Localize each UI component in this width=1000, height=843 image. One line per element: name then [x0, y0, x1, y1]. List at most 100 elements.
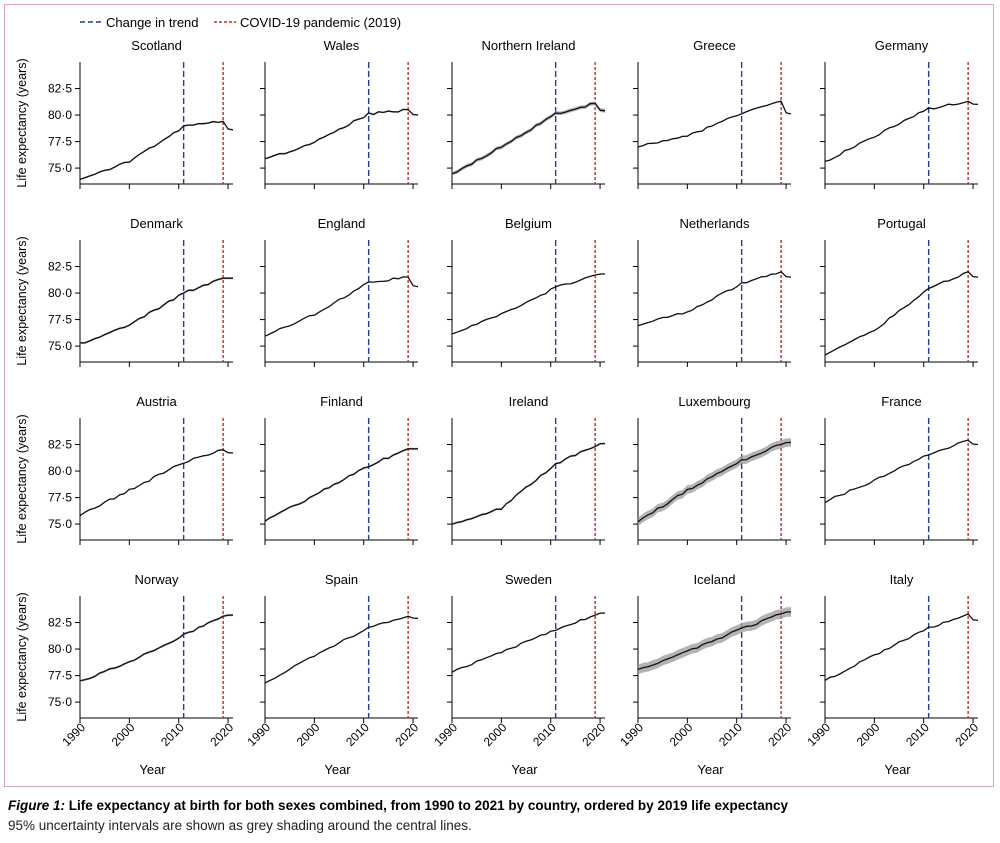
- y-tick-label: 75·0: [48, 517, 72, 531]
- x-tick-label: 2020: [579, 720, 608, 749]
- panel-germany: Germany: [820, 38, 979, 189]
- x-tick-label: 2020: [207, 720, 236, 749]
- figure-frame: [4, 4, 994, 787]
- y-axis-label: Life expectancy (years): [15, 236, 29, 365]
- y-tick-label: 82·5: [48, 260, 72, 274]
- y-tick-label: 80·0: [48, 286, 72, 300]
- panel-title: Denmark: [130, 216, 183, 231]
- panel-austria: Austria 75·0 77·5 80·0 82·5 Life expectancy (…: [15, 394, 234, 545]
- uncertainty-band: [638, 438, 791, 527]
- x-tick-label: 2020: [392, 720, 421, 749]
- y-tick-label: 80·0: [48, 464, 72, 478]
- panel-sweden: Sweden 1990 2000 2010 2020 Year: [431, 572, 608, 777]
- panel-title: Germany: [875, 38, 929, 53]
- panel-denmark: Denmark 75·0 77·5 80·0 82·5 Life expectancy (…: [15, 216, 233, 367]
- y-tick-label: 77·5: [48, 135, 72, 149]
- life-expectancy-line: [824, 100, 979, 162]
- x-tick-label: 1990: [431, 720, 460, 749]
- panel-title: Wales: [324, 38, 360, 53]
- x-tick-label: 2000: [854, 720, 883, 749]
- figure-caption: Figure 1: Life expectancy at birth for b…: [8, 796, 993, 836]
- panel-northern-ireland: Northern Ireland: [447, 38, 606, 189]
- panel-england: England: [260, 216, 419, 367]
- panel-title: Austria: [136, 394, 177, 409]
- life-expectancy-line: [79, 614, 234, 682]
- life-expectancy-line: [451, 273, 606, 335]
- panel-title: Belgium: [505, 216, 552, 231]
- panel-title: France: [881, 394, 921, 409]
- x-tick-label: 2000: [109, 720, 138, 749]
- x-axis-label: Year: [884, 762, 911, 777]
- x-tick-label: 2010: [343, 720, 372, 749]
- panel-title: Iceland: [694, 572, 736, 587]
- life-expectancy-line: [451, 442, 606, 525]
- life-expectancy-line: [451, 102, 606, 175]
- uncertainty-band: [825, 613, 978, 681]
- x-tick-label: 2020: [952, 720, 981, 749]
- panel-title: Ireland: [509, 394, 549, 409]
- life-expectancy-line: [824, 439, 979, 504]
- uncertainty-band: [825, 100, 978, 162]
- y-tick-label: 75·0: [48, 161, 72, 175]
- life-expectancy-line: [637, 611, 792, 671]
- panel-spain: Spain 1990 2000 2010 2020 Year: [244, 572, 421, 777]
- panel-title: Finland: [320, 394, 363, 409]
- panel-title: Norway: [134, 572, 179, 587]
- life-expectancy-line: [637, 100, 792, 148]
- x-axis-label: Year: [697, 762, 724, 777]
- panel-title: Sweden: [505, 572, 552, 587]
- y-tick-label: 82·5: [48, 616, 72, 630]
- life-expectancy-line: [79, 120, 234, 181]
- panel-wales: Wales: [260, 38, 419, 189]
- legend-covid-label: COVID-19 pandemic (2019): [240, 15, 401, 30]
- uncertainty-band: [265, 447, 418, 523]
- y-tick-label: 82·5: [48, 82, 72, 96]
- panel-scotland: Scotland 75·0 77·5 80·0 82·5 Life expectancy …: [15, 38, 234, 189]
- panel-ireland: Ireland: [447, 394, 606, 545]
- panel-france: France: [820, 394, 979, 545]
- y-axis-label: Life expectancy (years): [15, 592, 29, 721]
- uncertainty-band: [265, 615, 418, 684]
- y-tick-label: 77·5: [48, 669, 72, 683]
- y-axis-label: Life expectancy (years): [15, 414, 29, 543]
- life-expectancy-line: [824, 271, 979, 356]
- life-expectancy-line: [264, 276, 419, 337]
- y-tick-label: 82·5: [48, 438, 72, 452]
- x-axis-label: Year: [511, 762, 538, 777]
- life-expectancy-line: [80, 277, 233, 344]
- life-expectancy-line: [637, 271, 792, 327]
- panel-title: Scotland: [131, 38, 182, 53]
- y-tick-label: 75·0: [48, 339, 72, 353]
- y-axis-label: Life expectancy (years): [15, 58, 29, 187]
- panel-netherlands: Netherlands: [633, 216, 792, 367]
- x-tick-label: 2010: [530, 720, 559, 749]
- life-expectancy-line: [637, 441, 792, 523]
- chart-grid: Change in trend COVID-19 pandemic (2019) S…: [15, 15, 981, 777]
- legend: Change in trend COVID-19 pandemic (2019): [80, 15, 401, 30]
- life-expectancy-line: [264, 108, 419, 160]
- x-tick-label: 1990: [617, 720, 646, 749]
- uncertainty-band: [825, 440, 978, 503]
- panel-finland: Finland: [260, 394, 418, 545]
- panel-luxembourg: Luxembourg: [633, 394, 792, 545]
- x-tick-label: 2000: [294, 720, 323, 749]
- x-tick-label: 2020: [765, 720, 794, 749]
- panel-title: Spain: [325, 572, 358, 587]
- panel-title: Northern Ireland: [482, 38, 576, 53]
- y-tick-label: 80·0: [48, 108, 72, 122]
- x-tick-label: 2000: [481, 720, 510, 749]
- life-expectancy-line: [79, 449, 234, 517]
- x-axis-label: Year: [324, 762, 351, 777]
- uncertainty-band: [80, 277, 233, 344]
- panel-greece: Greece: [633, 38, 792, 189]
- x-tick-label: 1990: [244, 720, 273, 749]
- life-expectancy-line: [264, 615, 419, 684]
- panel-italy: Italy 1990 2000 2010 2020 Year: [804, 572, 981, 777]
- life-expectancy-line: [824, 613, 979, 681]
- x-tick-label: 1990: [59, 720, 88, 749]
- uncertainty-band: [452, 101, 605, 176]
- y-tick-label: 75·0: [48, 695, 72, 709]
- uncertainty-band: [452, 442, 605, 526]
- caption-title: Life expectancy at birth for both sexes …: [68, 798, 789, 813]
- panel-title: Luxembourg: [678, 394, 750, 409]
